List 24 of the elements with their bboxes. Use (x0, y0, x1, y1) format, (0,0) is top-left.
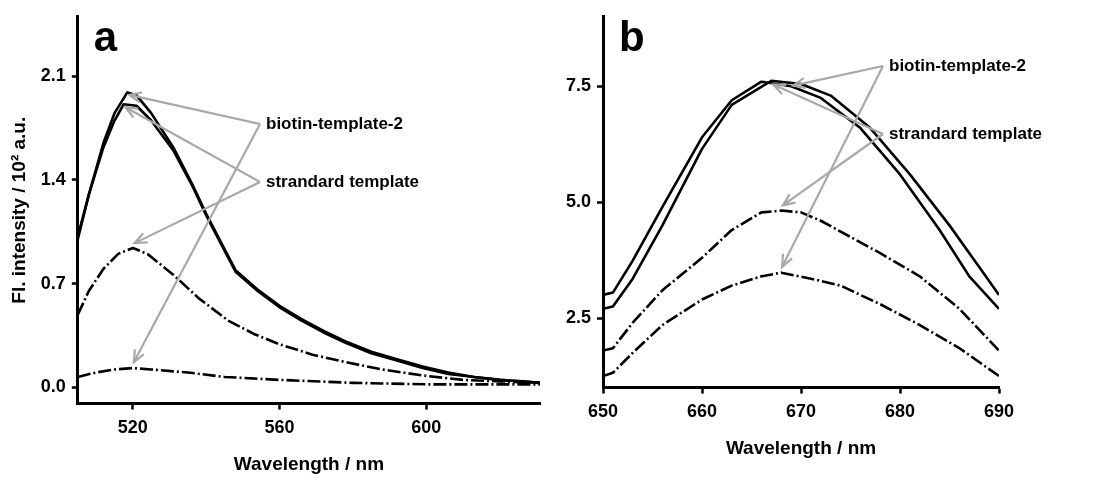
y-tick-label: 2.1 (40, 65, 66, 86)
x-tick-label: 690 (983, 401, 1015, 422)
annotation: strandard template (266, 171, 420, 191)
y-tick-label: 0.0 (40, 376, 66, 397)
x-tick-label: 680 (884, 401, 916, 422)
x-tick-label: 520 (117, 417, 148, 438)
y-tick-label: 7.5 (565, 75, 592, 96)
annotation: biotin-template-2 (266, 113, 403, 133)
chart-title: a (93, 13, 118, 61)
annotation: strandard template (889, 123, 1043, 143)
x-tick-label: 600 (411, 417, 442, 438)
y-tick-label: 0.7 (40, 272, 66, 293)
x-tick-label: 670 (785, 401, 817, 422)
y-tick-label: 5.0 (565, 191, 592, 212)
x-tick-label: 660 (686, 401, 718, 422)
y-tick-label: 2.5 (565, 307, 592, 328)
x-axis-title: Wavelength / nm (233, 452, 385, 474)
y-axis-title: Fl. intensity / 10² a.u. (7, 116, 29, 304)
x-tick-label: 650 (588, 401, 619, 422)
y-tick-label: 1.4 (40, 168, 66, 189)
annotation: biotin-template-2 (889, 55, 1026, 75)
x-tick-label: 560 (264, 417, 295, 438)
x-axis-title: Wavelength / nm (725, 436, 877, 458)
chart-title: b (619, 13, 645, 61)
